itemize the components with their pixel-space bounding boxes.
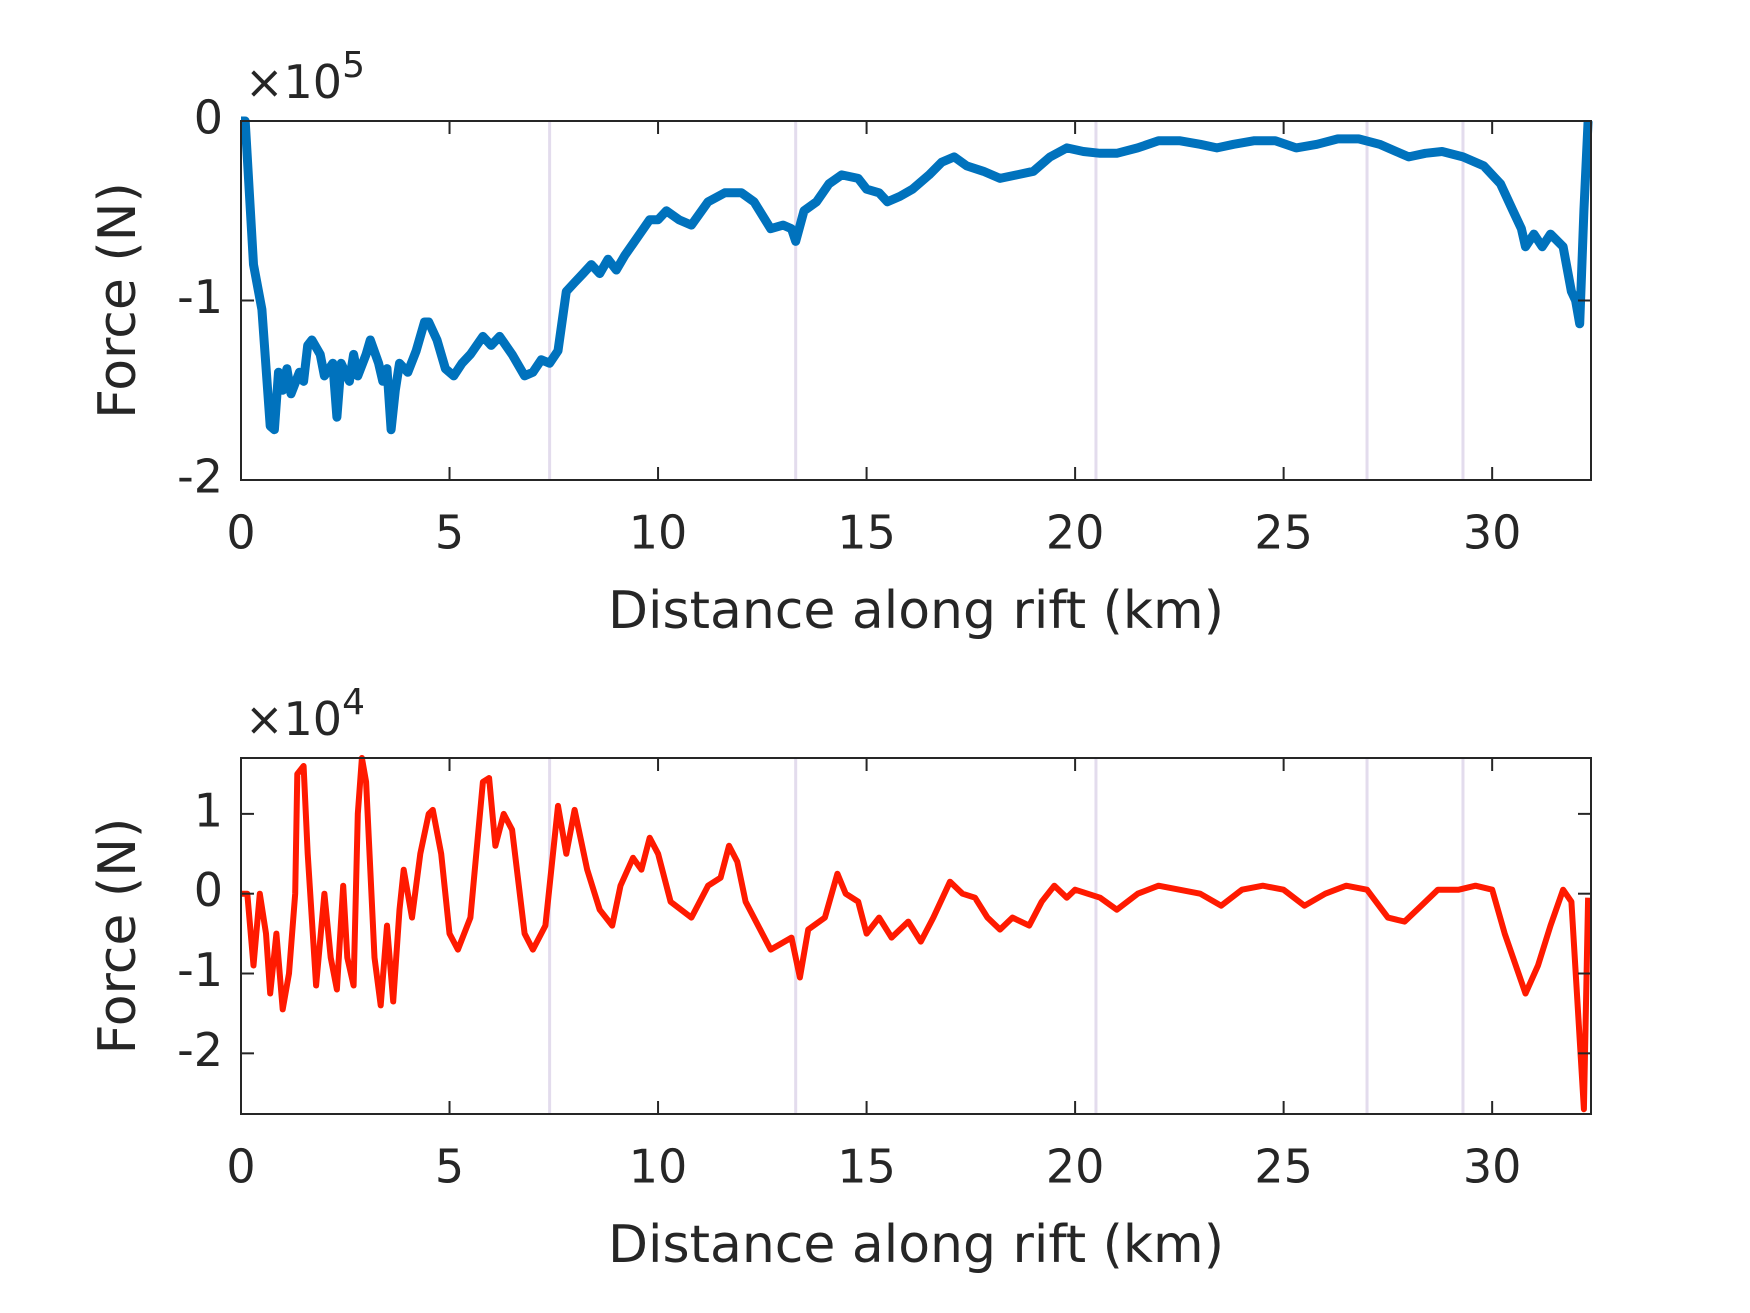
x-tick-label: 15 — [837, 506, 896, 560]
y-tick-label: 0 — [194, 91, 223, 145]
y-tick-label: -2 — [177, 450, 223, 504]
x-tick-label: 0 — [226, 506, 255, 560]
y-tick-label: -1 — [177, 270, 223, 324]
x-tick-label: 5 — [435, 506, 464, 560]
x-axis-label: Distance along rift (km) — [608, 1215, 1224, 1275]
multiplier-exponent: 4 — [342, 682, 365, 723]
plot-area — [241, 121, 1591, 480]
x-tick-label: 25 — [1254, 1140, 1313, 1194]
y-axis-label: Force (N) — [88, 182, 148, 419]
data-line — [240, 116, 1593, 435]
multiplier-exponent: 5 — [342, 45, 365, 86]
multiplier-base: ×10 — [245, 55, 342, 109]
y-tick-label: 1 — [194, 783, 223, 837]
x-axis-label: Distance along rift (km) — [608, 581, 1224, 641]
x-tick-label: 10 — [629, 506, 688, 560]
x-tick-label: 20 — [1046, 506, 1105, 560]
x-tick-label: 15 — [837, 1140, 896, 1194]
axes: 0 5 10 15 20 25 30 -2 -1 0 1 Distance along rift (k… — [88, 682, 1592, 1275]
y-tick-label: -2 — [177, 1023, 223, 1077]
x-tick-label: 0 — [226, 1140, 255, 1194]
y-multiplier: ×105 — [245, 45, 365, 109]
y-multiplier: ×104 — [245, 682, 365, 746]
axes-box — [240, 757, 1592, 1115]
x-tick-label: 30 — [1463, 1140, 1522, 1194]
axes: 0 5 10 15 20 25 30 -2 -1 0 Distance along rift (km… — [88, 45, 1593, 641]
x-tick-label: 5 — [435, 1140, 464, 1194]
y-tick-label: 0 — [194, 863, 223, 917]
multiplier-base: ×10 — [245, 692, 342, 746]
y-tick-label: -1 — [177, 943, 223, 997]
x-tick-label: 10 — [629, 1140, 688, 1194]
x-tick-label: 20 — [1046, 1140, 1105, 1194]
x-tick-label: 25 — [1254, 506, 1313, 560]
x-tick-label: 30 — [1463, 506, 1522, 560]
y-axis-label: Force (N) — [88, 818, 148, 1055]
data-line — [241, 755, 1592, 1113]
